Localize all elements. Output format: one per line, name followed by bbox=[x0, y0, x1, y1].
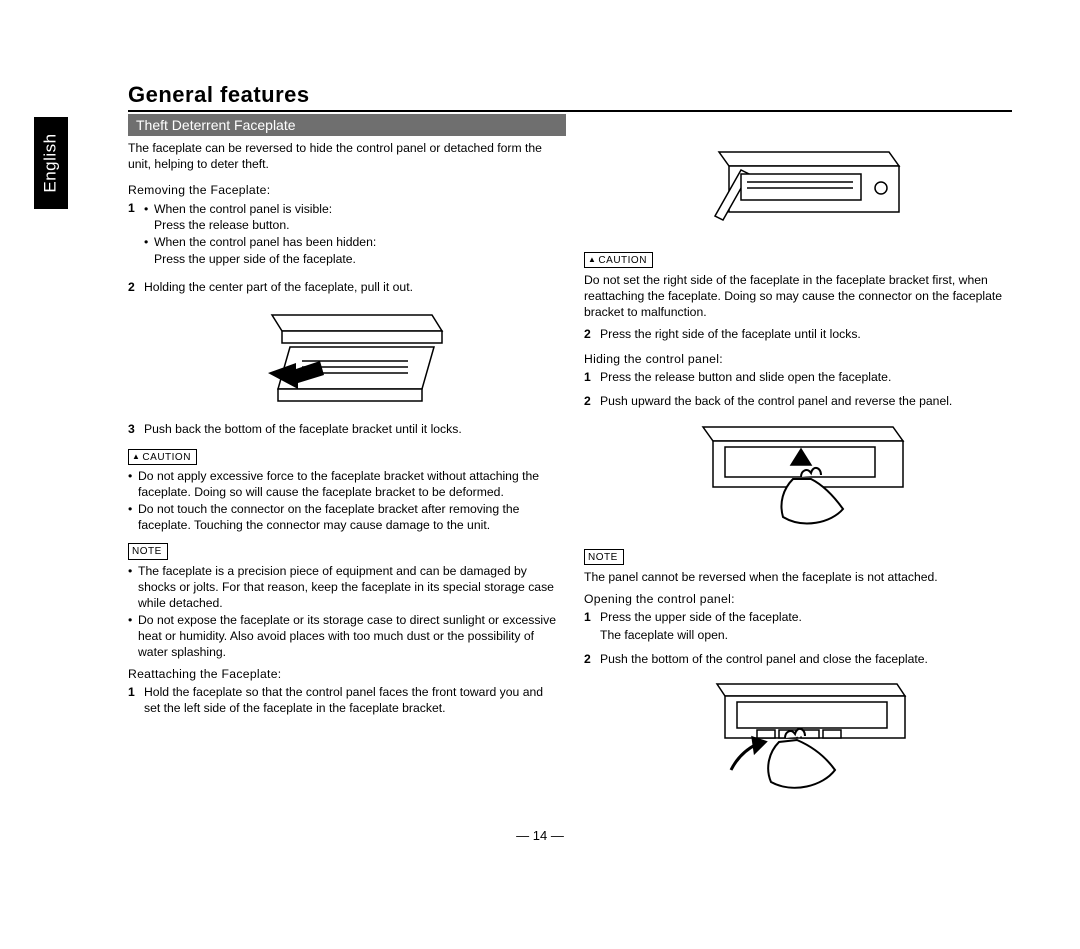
step-body: Holding the center part of the faceplate… bbox=[144, 279, 556, 297]
section-header: Theft Deterrent Faceplate bbox=[128, 114, 566, 136]
figure-remove-faceplate bbox=[128, 303, 556, 413]
list-item: 3 Push back the bottom of the faceplate … bbox=[128, 421, 556, 439]
caution-text: Do not set the right side of the facepla… bbox=[584, 272, 1012, 320]
opening-label: Opening the control panel: bbox=[584, 591, 1012, 607]
opening-steps: 1 Press the upper side of the faceplate.… bbox=[584, 609, 1012, 669]
note-label: NOTE bbox=[128, 543, 168, 559]
right-steps: 2 Press the right side of the faceplate … bbox=[584, 326, 1012, 344]
step-body: Press the release button and slide open … bbox=[600, 369, 1012, 387]
step-number: 2 bbox=[584, 651, 600, 669]
note-label: NOTE bbox=[584, 549, 624, 565]
figure-hide-panel bbox=[584, 417, 1012, 537]
removing-label: Removing the Faceplate: bbox=[128, 182, 556, 198]
list-item: 2 Holding the center part of the facepla… bbox=[128, 279, 556, 297]
list-item: 1 Press the upper side of the faceplate.… bbox=[584, 609, 1012, 645]
step-number: 2 bbox=[128, 279, 144, 297]
step-body: Push upward the back of the control pane… bbox=[600, 393, 1012, 411]
title-rule bbox=[128, 110, 1012, 112]
left-column: The faceplate can be reversed to hide th… bbox=[128, 140, 556, 804]
note-text: The panel cannot be reversed when the fa… bbox=[584, 569, 1012, 585]
list-item: 2 Push upward the back of the control pa… bbox=[584, 393, 1012, 411]
removing-steps: 1 When the control panel is visible: Pre… bbox=[128, 200, 556, 296]
note-list: The faceplate is a precision piece of eq… bbox=[128, 563, 556, 661]
step-number: 1 bbox=[128, 684, 144, 718]
figure-open-panel bbox=[584, 676, 1012, 796]
figure-reattach bbox=[584, 144, 1012, 240]
step-number: 1 bbox=[584, 609, 600, 645]
step-number: 1 bbox=[128, 200, 144, 272]
caution-label: CAUTION bbox=[128, 449, 197, 465]
step-line: When the control panel has been hidden: … bbox=[144, 234, 556, 266]
bullet-item: Do not expose the faceplate or its stora… bbox=[128, 612, 556, 660]
bullet-item: Do not apply excessive force to the face… bbox=[128, 468, 556, 500]
manual-page: English General features Theft Deterrent… bbox=[0, 0, 1080, 949]
bullet-item: Do not touch the connector on the facepl… bbox=[128, 501, 556, 533]
intro-text: The faceplate can be reversed to hide th… bbox=[128, 140, 556, 172]
step-body: Push the bottom of the control panel and… bbox=[600, 651, 1012, 669]
caution-label: CAUTION bbox=[584, 252, 653, 268]
step-number: 2 bbox=[584, 393, 600, 411]
list-item: 1 When the control panel is visible: Pre… bbox=[128, 200, 556, 272]
step-body: Hold the faceplate so that the control p… bbox=[144, 684, 556, 718]
removing-steps-cont: 3 Push back the bottom of the faceplate … bbox=[128, 421, 556, 439]
step-body: When the control panel is visible: Press… bbox=[144, 200, 556, 272]
page-title: General features bbox=[128, 82, 1012, 108]
list-item: 1 Press the release button and slide ope… bbox=[584, 369, 1012, 387]
step-number: 3 bbox=[128, 421, 144, 439]
bullet-item: The faceplate is a precision piece of eq… bbox=[128, 563, 556, 611]
step-number: 2 bbox=[584, 326, 600, 344]
reattach-steps: 1 Hold the faceplate so that the control… bbox=[128, 684, 556, 718]
language-label: English bbox=[41, 133, 61, 192]
hiding-label: Hiding the control panel: bbox=[584, 351, 1012, 367]
caution-list: Do not apply excessive force to the face… bbox=[128, 468, 556, 533]
step-body: Press the upper side of the faceplate. T… bbox=[600, 609, 1012, 645]
list-item: 2 Press the right side of the faceplate … bbox=[584, 326, 1012, 344]
step-body: Push back the bottom of the faceplate br… bbox=[144, 421, 556, 439]
right-column: CAUTION Do not set the right side of the… bbox=[584, 140, 1012, 804]
step-body: Press the right side of the faceplate un… bbox=[600, 326, 1012, 344]
language-tab: English bbox=[34, 117, 68, 209]
hiding-steps: 1 Press the release button and slide ope… bbox=[584, 369, 1012, 411]
step-line: When the control panel is visible: Press… bbox=[144, 201, 556, 233]
content-columns: The faceplate can be reversed to hide th… bbox=[128, 140, 1012, 804]
list-item: 1 Hold the faceplate so that the control… bbox=[128, 684, 556, 718]
step-number: 1 bbox=[584, 369, 600, 387]
list-item: 2 Push the bottom of the control panel a… bbox=[584, 651, 1012, 669]
reattach-label: Reattaching the Faceplate: bbox=[128, 666, 556, 682]
page-number: — 14 — bbox=[0, 828, 1080, 843]
